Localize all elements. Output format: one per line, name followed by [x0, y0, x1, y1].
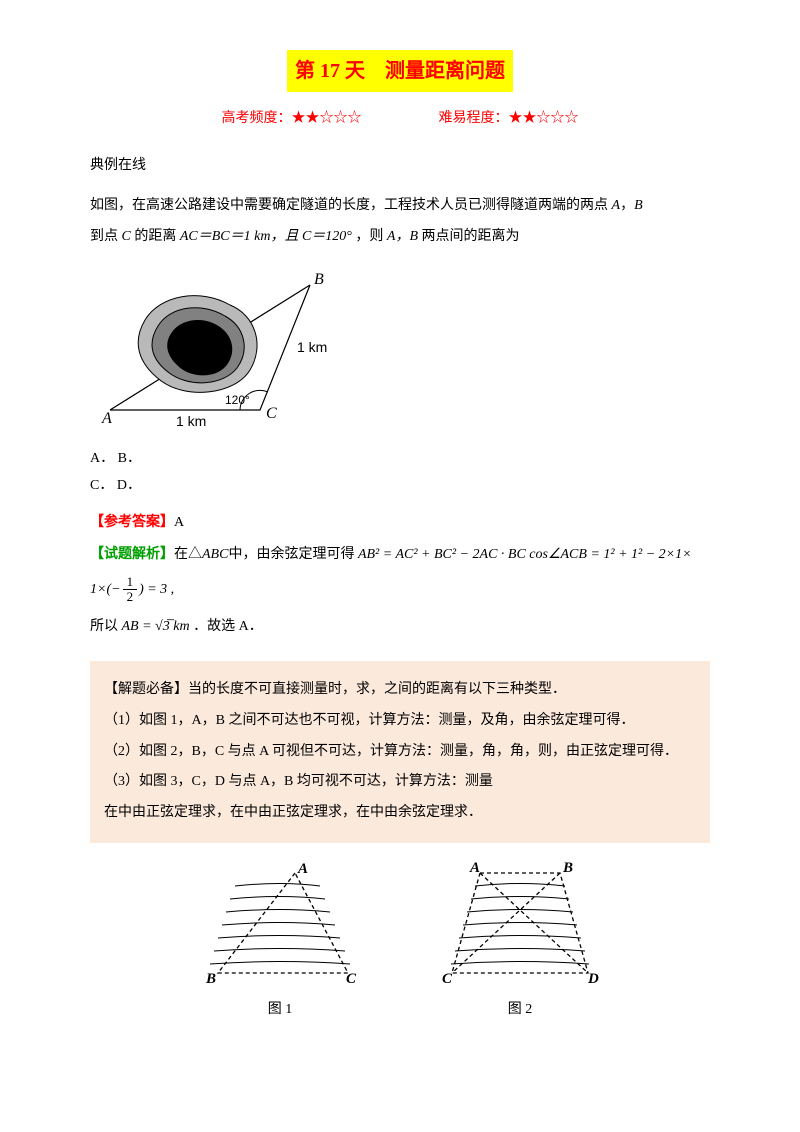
analysis-conclude: 所以 AB = √3̅ km ．故选 A．	[90, 614, 710, 641]
fig1-svg: A B C	[200, 861, 360, 991]
f2-C: C	[442, 971, 453, 987]
rating-line: 高考频度：★★☆☆☆ 难易程度：★★☆☆☆	[90, 106, 710, 133]
term-close: )	[139, 582, 147, 597]
problem-text-1: 如图，在高速公路建设中需要确定隧道的长度，工程技术人员已测得隧道两端的两点	[90, 198, 608, 213]
tips-t0: 当的长度不可直接测量时，求，之间的距离有以下三种类型．	[188, 682, 566, 697]
answer-line: 【参考答案】A	[90, 510, 710, 537]
f1-C: C	[346, 971, 357, 987]
diff-label: 难易程度：	[439, 111, 509, 126]
tips-l2: （2）如图 2，B，C 与点 A 可视但不可达，计算方法：测量，角，角，则，由正…	[104, 737, 696, 768]
fig2-col: A B C D 图 2	[440, 861, 600, 1024]
page: 第 17 天 测量距离问题 高考频度：★★☆☆☆ 难易程度：★★☆☆☆ 典例在线…	[0, 0, 800, 1054]
tips-l1: （1）如图 1，A，B 之间不可达也不可视，计算方法：测量，及角，由余弦定理可得…	[104, 706, 696, 737]
p2a: 到点	[90, 229, 118, 244]
point-a: A	[612, 198, 621, 213]
lbl-angle: 120°	[225, 393, 250, 407]
lbl-C: C	[266, 405, 277, 422]
f2-B: B	[562, 861, 573, 876]
analysis-line2: 1×(−12) = 3 ,	[90, 575, 710, 605]
bottom-figs: A B C 图 1 A	[90, 861, 710, 1024]
fig2-svg: A B C D	[440, 861, 600, 991]
lbl-1km-b: 1 km	[176, 413, 206, 429]
analysis-label: 【试题解析】	[90, 547, 174, 562]
f2-A: A	[469, 861, 480, 876]
answer-label: 【参考答案】	[90, 515, 174, 530]
an-eq: AB² = AC² + BC² − 2AC · BC cos∠ACB = 1² …	[358, 547, 692, 562]
p2d: A，B	[387, 229, 418, 244]
tips-label: 【解题必备】	[104, 682, 188, 697]
freq-stars: ★★☆☆☆	[292, 111, 362, 126]
problem-line1: 如图，在高速公路建设中需要确定隧道的长度，工程技术人员已测得隧道两端的两点 A，…	[90, 193, 710, 220]
term-1x: 1×(−	[90, 582, 121, 597]
f1-B: B	[205, 971, 216, 987]
eq1: AC＝BC＝1 km，且	[180, 229, 299, 244]
diff-stars: ★★☆☆☆	[509, 111, 579, 126]
tips-l4: 在中由正弦定理求，在中由正弦定理求，在中由余弦定理求．	[104, 798, 696, 829]
lbl-B: B	[314, 271, 324, 288]
conc-b: ．故选 A．	[193, 619, 263, 634]
choice-ab: A． B．	[90, 446, 710, 473]
answer-value: A	[174, 515, 184, 530]
page-title: 第 17 天 测量距离问题	[90, 50, 710, 92]
eq-tail: = 3 ,	[147, 582, 174, 597]
section-examples: 典例在线	[90, 153, 710, 180]
an-t1: 在△	[174, 547, 202, 562]
f1-A: A	[297, 861, 308, 877]
tips-l3: （3）如图 3，C，D 与点 A，B 均可视不可达，计算方法：测量	[104, 767, 696, 798]
fig1-col: A B C 图 1	[200, 861, 360, 1024]
point-b: B	[634, 198, 643, 213]
conc-a: 所以	[90, 619, 118, 634]
main-diagram: A B C 120° 1 km 1 km	[90, 260, 710, 430]
p2e: 两点间的距离为	[422, 229, 520, 244]
eq2: C＝120°	[302, 229, 352, 244]
fig1-caption: 图 1	[200, 997, 360, 1024]
an-tri: ABC	[202, 547, 228, 562]
p2c: ，则	[355, 229, 383, 244]
title-box: 第 17 天 测量距离问题	[287, 50, 513, 92]
tips-box: 【解题必备】当的长度不可直接测量时，求，之间的距离有以下三种类型． （1）如图 …	[90, 661, 710, 843]
tips-l0: 【解题必备】当的长度不可直接测量时，求，之间的距离有以下三种类型．	[104, 675, 696, 706]
f2-D: D	[587, 971, 599, 987]
tunnel-svg: A B C 120° 1 km 1 km	[90, 260, 350, 430]
fig2-caption: 图 2	[440, 997, 600, 1024]
lbl-A: A	[101, 410, 112, 427]
lbl-1km-r: 1 km	[297, 339, 327, 355]
point-c: C	[122, 229, 131, 244]
problem-line2: 到点 C 的距离 AC＝BC＝1 km，且 C＝120° ，则 A，B 两点间的…	[90, 224, 710, 251]
analysis-line1: 【试题解析】在△ABC中，由余弦定理可得 AB² = AC² + BC² − 2…	[90, 542, 710, 569]
choices: A． B． C． D．	[90, 446, 710, 499]
choice-cd: C． D．	[90, 473, 710, 500]
conc-eq: AB = √3̅ km	[122, 619, 190, 634]
an-t2: 中，由余弦定理可得	[228, 547, 354, 562]
freq-label: 高考频度：	[222, 111, 292, 126]
comma: ，	[620, 198, 634, 213]
p2b: 的距离	[134, 229, 176, 244]
frac-half: 12	[123, 575, 138, 605]
